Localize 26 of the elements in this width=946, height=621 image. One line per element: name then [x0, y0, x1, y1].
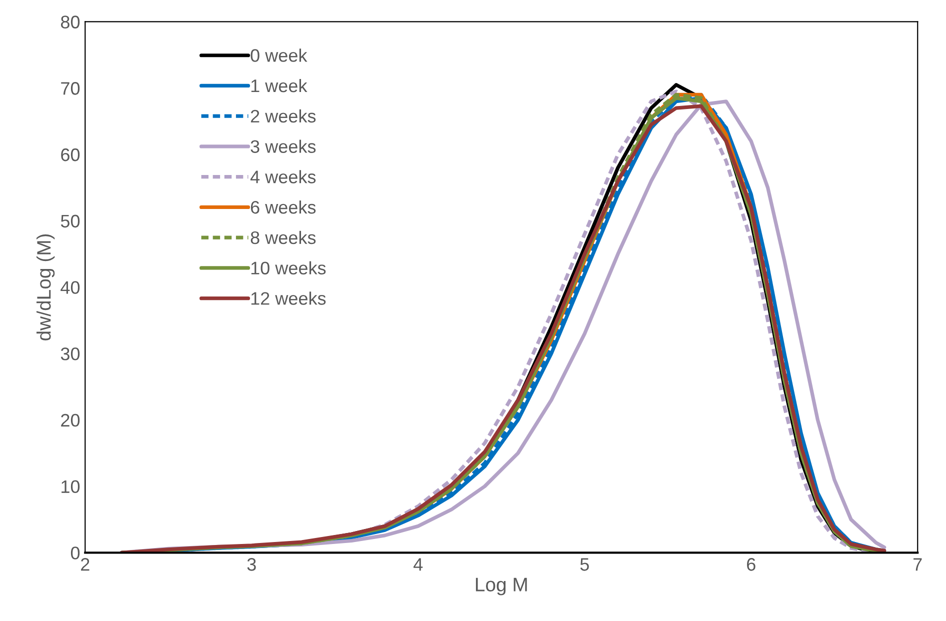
legend-label: 8 weeks	[250, 230, 316, 244]
legend-label: 4 weeks	[250, 170, 316, 184]
x-tick-label: 4	[414, 558, 423, 571]
y-tick-label: 70	[61, 82, 80, 95]
x-tick-label: 5	[580, 558, 589, 571]
y-tick-label: 50	[60, 214, 80, 228]
legend-label: 10 weeks	[251, 261, 326, 274]
x-tick-label: 7	[914, 558, 922, 571]
y-axis-title: dw/dLog (M)	[36, 234, 55, 340]
x-tick-label: 3	[247, 558, 256, 571]
x-tick-label: 2	[81, 558, 90, 571]
legend-label: 0 week	[250, 48, 308, 62]
x-tick-label: 6	[747, 558, 756, 571]
y-tick-label: 10	[62, 480, 80, 494]
legend-label: 12 weeks	[251, 292, 326, 305]
x-axis-title: Log M	[476, 578, 527, 596]
y-tick-label: 20	[61, 414, 80, 427]
y-tick-label: 60	[61, 148, 80, 162]
y-tick-label: 80	[60, 16, 80, 28]
legend-label: 2 weeks	[250, 109, 316, 123]
y-tick-label: 0	[70, 546, 80, 560]
legend-label: 1 week	[251, 78, 308, 92]
y-tick-label: 40	[60, 281, 80, 294]
y-tick-label: 30	[60, 348, 80, 360]
legend-label: 6 weeks	[250, 200, 316, 214]
legend-label: 3 weeks	[250, 140, 316, 153]
